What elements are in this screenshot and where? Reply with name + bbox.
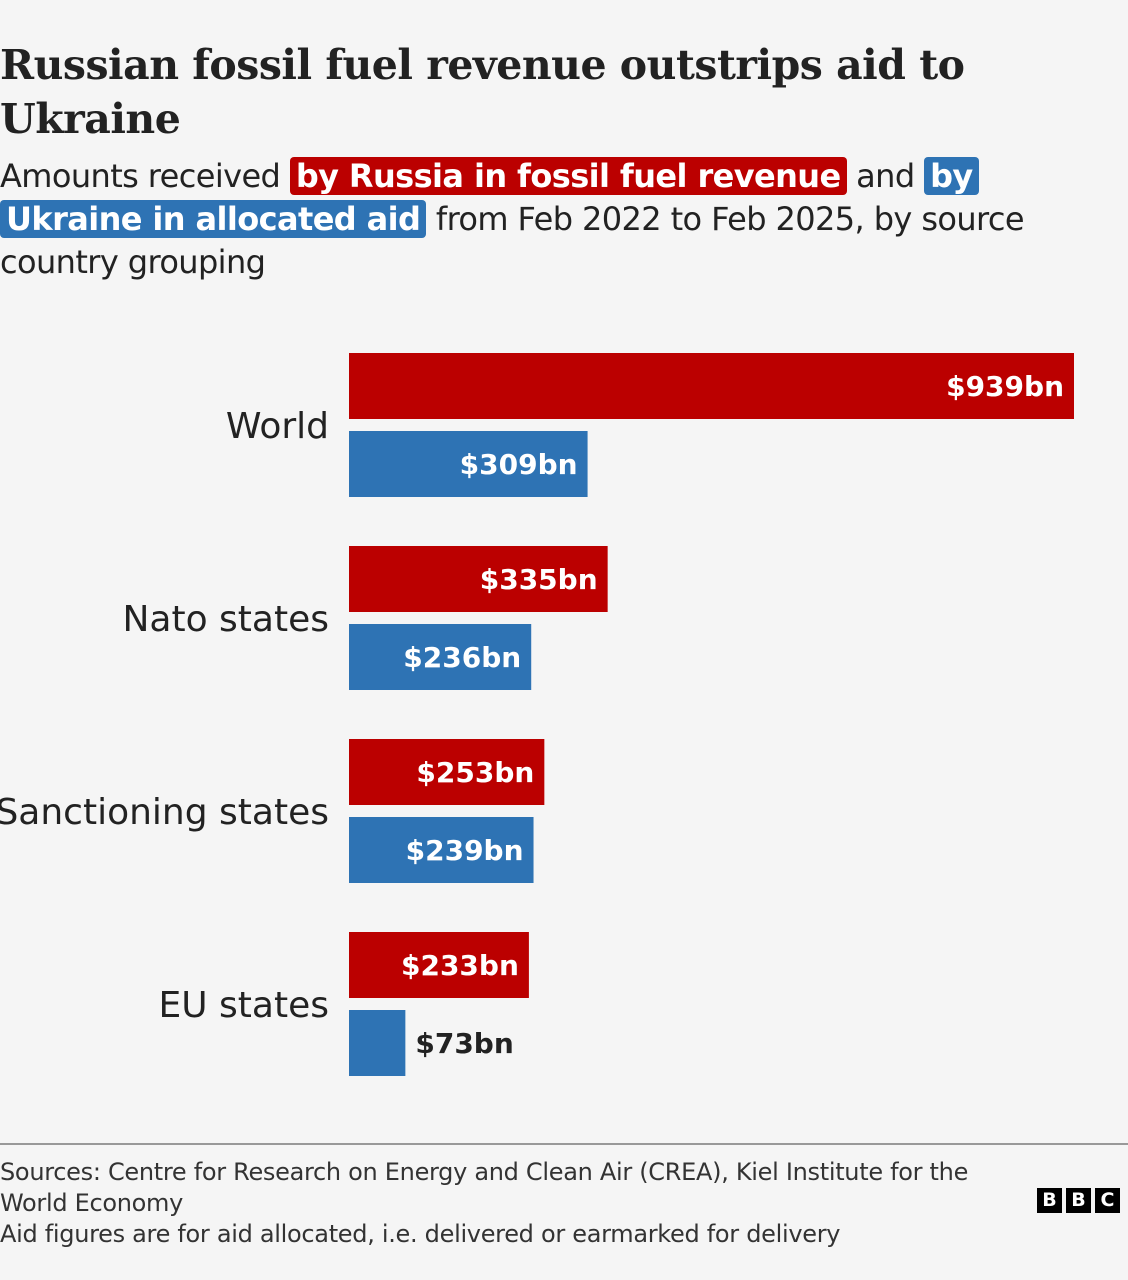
data-label-ukraine: $309bn [460,448,578,481]
data-label-ukraine: $239bn [406,834,524,867]
subtitle-suffix: from Feb 2022 to Feb 2025, by source cou… [0,200,1025,281]
bar-russia [349,546,608,612]
legend-russia-highlight: by Russia in fossil fuel revenue [289,157,847,195]
subtitle-prefix: Amounts received [0,157,281,195]
bbc-logo: B B C [1037,1188,1120,1213]
note-text: Aid figures are for aid allocated, i.e. … [0,1220,841,1248]
subtitle-middle: and [856,157,915,195]
data-label-russia: $253bn [416,756,534,789]
category-label: EU states [159,985,330,1026]
data-label-russia: $335bn [480,563,598,596]
bar-russia [349,932,529,998]
data-label-ukraine: $236bn [403,641,521,674]
category-label: Nato states [122,599,329,640]
category-label: Sanctioning states [0,792,329,833]
bbc-logo-block: B [1066,1188,1091,1213]
chart-title: Russian fossil fuel revenue outstrips ai… [0,41,965,143]
bar-ukraine [349,431,588,497]
footer-divider [0,1143,1128,1145]
data-label-russia: $233bn [401,949,519,982]
data-label-russia: $939bn [946,370,1064,403]
bar-russia [349,739,545,805]
data-label-ukraine: $73bn [415,1027,513,1060]
bar-chart: World $939bn $309bn Nato states $335bn $236bn… [0,353,1074,1076]
bar-ukraine [349,817,534,883]
chart-subtitle: Amounts received by Russia in fossil fue… [0,155,1090,284]
bbc-logo-block: C [1095,1188,1120,1213]
bar-ukraine [349,1010,406,1076]
bbc-logo-block: B [1037,1188,1062,1213]
sources-text: Sources: Centre for Research on Energy a… [0,1158,969,1217]
bar-russia [349,353,1074,419]
category-label: World [226,406,329,447]
bar-ukraine [349,624,532,690]
